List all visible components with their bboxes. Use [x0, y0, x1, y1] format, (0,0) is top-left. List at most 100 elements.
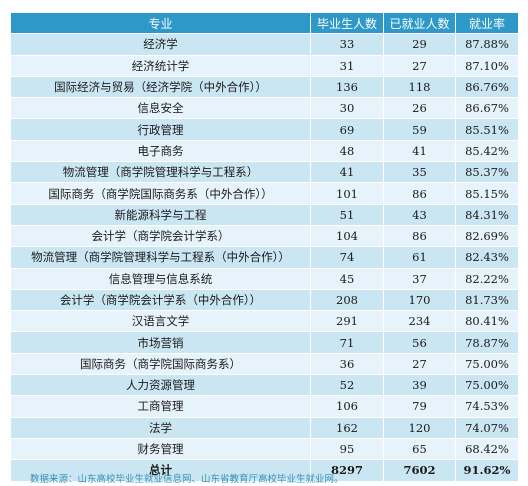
table-header: 专业 毕业生人数 已就业人数 就业率 [10, 11, 519, 35]
cell-graduates: 71 [310, 331, 384, 354]
cell-major: 经济学 [10, 33, 311, 56]
cell-major: 汉语言文学 [10, 310, 311, 333]
table-row: 工商管理 106 79 74.53% [10, 395, 519, 418]
cell-major: 工商管理 [10, 395, 311, 418]
employment-table: 专业 毕业生人数 已就业人数 就业率 经济学 33 29 87.88% 经济统计学 31 2… [10, 11, 519, 482]
cell-employed: 170 [383, 288, 456, 312]
table-footer: 总计 8297 7602 91.62% [10, 459, 519, 482]
cell-graduates: 41 [310, 161, 384, 184]
cell-employment-rate: 82.43% [455, 246, 519, 269]
column-header-graduates: 毕业生人数 [310, 11, 384, 35]
cell-employed: 43 [383, 203, 456, 226]
cell-major: 财务管理 [10, 437, 311, 461]
total-employed: 7602 [383, 459, 456, 482]
cell-graduates: 106 [310, 395, 384, 418]
total-graduates: 8297 [310, 459, 384, 482]
cell-employment-rate: 86.76% [455, 75, 519, 99]
cell-graduates: 69 [310, 118, 384, 141]
cell-graduates: 104 [310, 224, 384, 248]
cell-employment-rate: 80.41% [455, 310, 519, 333]
table-row: 会计学（商学院会计学系） 104 86 82.69% [10, 224, 519, 248]
total-label: 总计 [10, 459, 311, 482]
cell-major: 信息安全 [10, 97, 311, 120]
cell-major: 法学 [10, 416, 311, 439]
table-row: 经济统计学 31 27 87.10% [10, 54, 519, 77]
table-row: 国际经济与贸易（经济学院（中外合作）） 136 118 86.76% [10, 75, 519, 99]
cell-major: 会计学（商学院会计学系） [10, 224, 311, 248]
cell-major: 会计学（商学院会计学系（中外合作）） [10, 288, 311, 312]
column-header-major: 专业 [10, 11, 311, 35]
cell-graduates: 74 [310, 246, 384, 269]
cell-employment-rate: 85.37% [455, 161, 519, 184]
column-header-employment-rate: 就业率 [455, 11, 519, 35]
table-row: 国际商务（商学院国际商务系） 36 27 75.00% [10, 352, 519, 376]
cell-graduates: 208 [310, 288, 384, 312]
cell-employment-rate: 81.73% [455, 288, 519, 312]
cell-employed: 79 [383, 395, 456, 418]
total-employment-rate: 91.62% [455, 459, 519, 482]
cell-graduates: 30 [310, 97, 384, 120]
cell-employment-rate: 74.07% [455, 416, 519, 439]
cell-graduates: 33 [310, 33, 384, 56]
cell-employed: 27 [383, 54, 456, 77]
cell-employment-rate: 82.69% [455, 224, 519, 248]
cell-employed: 61 [383, 246, 456, 269]
cell-employment-rate: 87.88% [455, 33, 519, 56]
cell-major: 国际经济与贸易（经济学院（中外合作）） [10, 75, 311, 99]
cell-graduates: 48 [310, 139, 384, 163]
table-row: 国际商务（商学院国际商务系（中外合作）） 101 86 85.15% [10, 182, 519, 205]
cell-employed: 56 [383, 331, 456, 354]
cell-employed: 234 [383, 310, 456, 333]
cell-major: 物流管理（商学院管理科学与工程系（中外合作）） [10, 246, 311, 269]
cell-graduates: 52 [310, 374, 384, 397]
cell-employed: 86 [383, 182, 456, 205]
column-header-employed: 已就业人数 [383, 11, 456, 35]
table-row: 法学 162 120 74.07% [10, 416, 519, 439]
cell-employment-rate: 85.15% [455, 182, 519, 205]
cell-employment-rate: 84.31% [455, 203, 519, 226]
cell-employment-rate: 87.10% [455, 54, 519, 77]
cell-employed: 37 [383, 267, 456, 290]
cell-graduates: 31 [310, 54, 384, 77]
cell-major: 国际商务（商学院国际商务系） [10, 352, 311, 376]
cell-graduates: 95 [310, 437, 384, 461]
cell-employed: 29 [383, 33, 456, 56]
cell-major: 国际商务（商学院国际商务系（中外合作）） [10, 182, 311, 205]
table-body: 经济学 33 29 87.88% 经济统计学 31 27 87.10% 国际经济与贸易（经济学院… [10, 33, 519, 461]
cell-employed: 118 [383, 75, 456, 99]
table-row: 会计学（商学院会计学系（中外合作）） 208 170 81.73% [10, 288, 519, 312]
table-row: 人力资源管理 52 39 75.00% [10, 374, 519, 397]
cell-employed: 86 [383, 224, 456, 248]
cell-graduates: 45 [310, 267, 384, 290]
cell-employment-rate: 82.22% [455, 267, 519, 290]
table-row: 汉语言文学 291 234 80.41% [10, 310, 519, 333]
total-row: 总计 8297 7602 91.62% [10, 459, 519, 482]
cell-employed: 41 [383, 139, 456, 163]
cell-major: 行政管理 [10, 118, 311, 141]
table-row: 物流管理（商学院管理科学与工程系（中外合作）） 74 61 82.43% [10, 246, 519, 269]
cell-employment-rate: 68.42% [455, 437, 519, 461]
cell-employment-rate: 75.00% [455, 352, 519, 376]
cell-employment-rate: 75.00% [455, 374, 519, 397]
table-row: 物流管理（商学院管理科学与工程系） 41 35 85.37% [10, 161, 519, 184]
cell-graduates: 51 [310, 203, 384, 226]
cell-graduates: 36 [310, 352, 384, 376]
table-row: 市场营销 71 56 78.87% [10, 331, 519, 354]
cell-employment-rate: 86.67% [455, 97, 519, 120]
cell-employment-rate: 78.87% [455, 331, 519, 354]
source-note: 数据来源：山东高校毕业生就业信息网、山东省教育厅高校毕业生就业网。 [30, 474, 344, 485]
cell-employed: 26 [383, 97, 456, 120]
cell-employed: 59 [383, 118, 456, 141]
cell-graduates: 101 [310, 182, 384, 205]
cell-employed: 39 [383, 374, 456, 397]
cell-major: 市场营销 [10, 331, 311, 354]
table-row: 经济学 33 29 87.88% [10, 33, 519, 56]
cell-employment-rate: 85.51% [455, 118, 519, 141]
cell-major: 新能源科学与工程 [10, 203, 311, 226]
cell-major: 电子商务 [10, 139, 311, 163]
cell-graduates: 162 [310, 416, 384, 439]
cell-graduates: 136 [310, 75, 384, 99]
cell-major: 物流管理（商学院管理科学与工程系） [10, 161, 311, 184]
cell-graduates: 291 [310, 310, 384, 333]
